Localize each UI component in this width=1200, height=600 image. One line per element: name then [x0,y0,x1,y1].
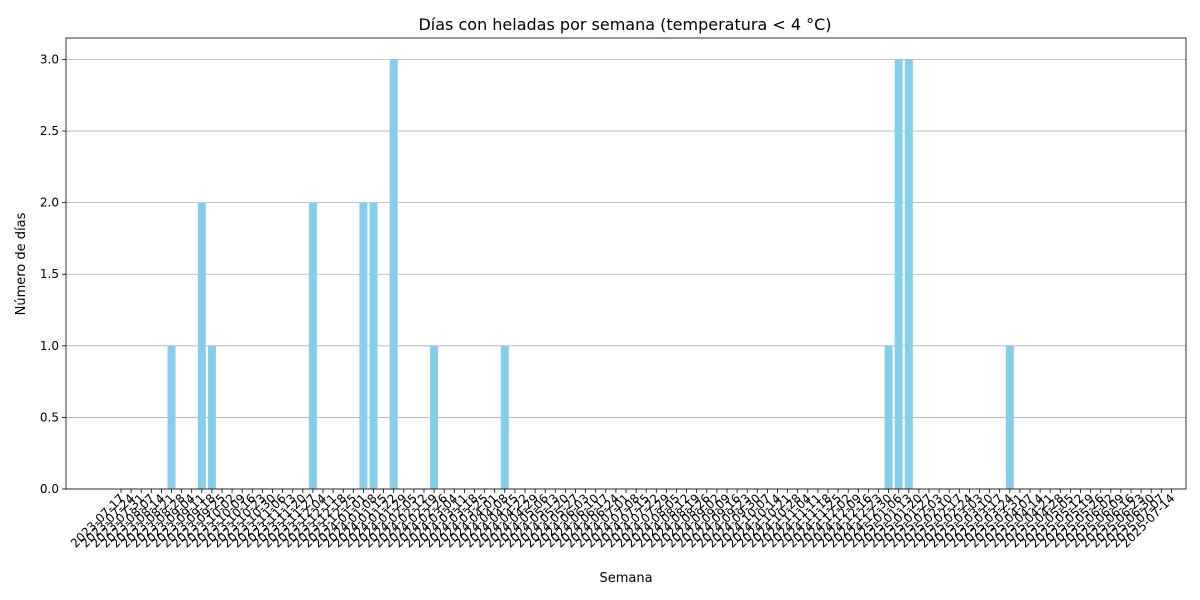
bar [207,345,216,489]
bars [167,59,1014,489]
bar [359,202,368,489]
bar [904,59,913,489]
y-tick-label: 0.5 [40,410,59,424]
y-axis-label: Número de días [14,212,29,315]
bar [430,345,439,489]
y-tick-label: 2.5 [40,124,59,138]
y-axis: 0.0 0.5 1.0 1.5 2.0 2.5 3.0 [40,52,66,496]
gridlines [66,59,1186,490]
bar [500,345,509,489]
bar [389,59,398,489]
y-tick-label: 0.0 [40,482,59,496]
y-tick-label: 1.5 [40,267,59,281]
bar [308,202,317,489]
chart-title: Días con heladas por semana (temperatura… [418,15,831,34]
y-tick-label: 2.0 [40,196,59,210]
bar [884,345,893,489]
bar [167,345,176,489]
x-axis: 2023-07-172023-07-242023-07-312023-08-07… [68,489,1178,550]
bar [369,202,378,489]
x-axis-label: Semana [599,571,652,586]
bar [894,59,903,489]
bar [1005,345,1014,489]
y-tick-label: 3.0 [40,52,59,66]
plot-frame [65,37,1187,490]
y-tick-label: 1.0 [40,339,59,353]
bar [197,202,206,489]
